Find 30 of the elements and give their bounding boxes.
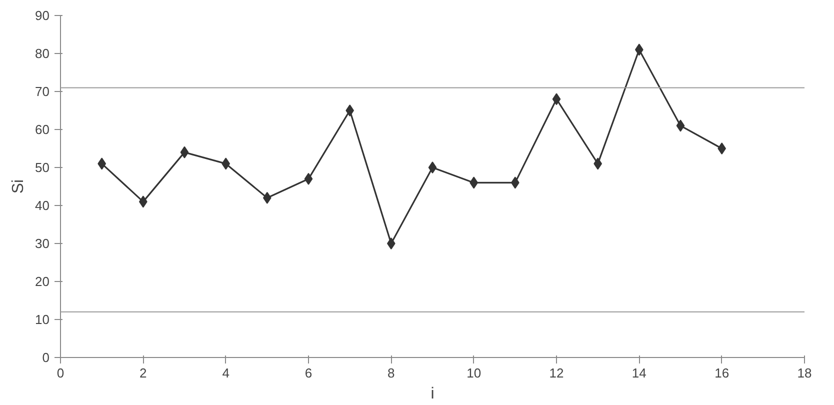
x-tick-label: 12 [549,366,564,380]
y-tick-label: 0 [42,350,50,365]
point [676,120,685,132]
y-tick-label: 50 [35,160,50,175]
x-tick-label: 8 [388,366,395,380]
point [304,172,313,185]
x-tick-label: 6 [304,366,312,380]
y-axis-title: Si [10,179,28,194]
y-tick-label: 80 [35,46,50,61]
y-tick-label: 90 [35,8,50,23]
x-tick-label: 0 [56,366,64,380]
x-tick-label: 18 [797,366,812,380]
point [387,238,396,250]
point [346,104,354,116]
x-tick-label: 2 [140,366,147,380]
point [718,142,726,154]
point [428,162,437,174]
x-tick-label: 16 [714,366,730,380]
y-tick-label: 40 [35,198,50,213]
point [552,93,561,106]
point [180,146,189,158]
y-tick-label: 60 [35,122,50,137]
x-tick-label: 10 [466,366,482,380]
x-tick-label: 4 [222,366,230,380]
y-tick-label: 30 [35,236,50,251]
y-tick-label: 20 [35,274,50,289]
x-tick-label: 14 [632,366,646,380]
y-tick-label: 10 [35,312,50,327]
y-tick-label: 70 [35,84,50,99]
x-axis-title: i [430,386,434,402]
